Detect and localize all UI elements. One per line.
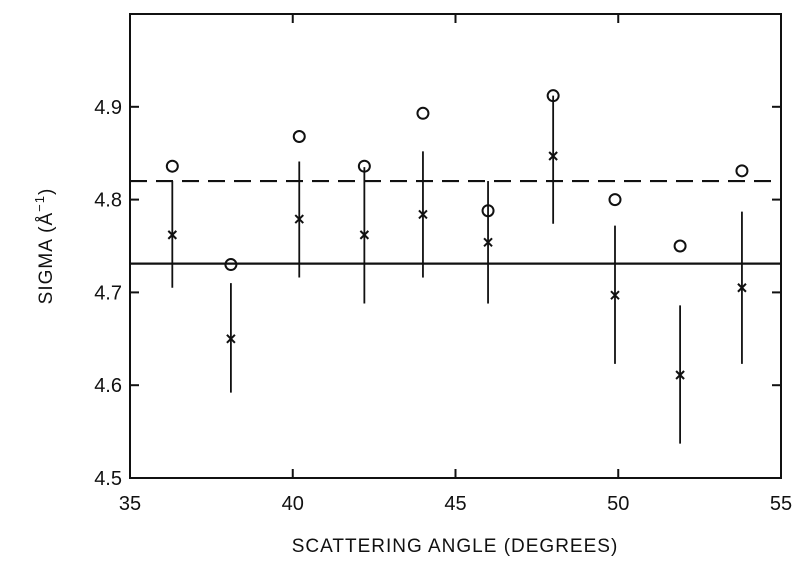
data-marks [165, 89, 749, 444]
cross-point [418, 209, 428, 220]
x-tick-label: 50 [607, 493, 629, 515]
circle-point [608, 193, 622, 207]
cross-point [294, 214, 304, 224]
circle-point [673, 239, 687, 253]
y-tick-label: 4.5 [94, 468, 122, 490]
cross-point [167, 230, 178, 240]
y-tick-label: 4.6 [94, 375, 122, 397]
circle-point [165, 159, 179, 173]
cross-point [483, 237, 493, 247]
circle-point [735, 164, 749, 178]
x-axis-title: SCATTERING ANGLE (DEGREES) [292, 536, 619, 557]
circle-point [416, 106, 430, 120]
y-axis-title: SIGMA (Å−1) [32, 188, 57, 305]
x-tick-label: 35 [119, 493, 141, 515]
cross-stroke [737, 283, 747, 293]
plot-frame [129, 13, 782, 479]
cross-point [359, 230, 370, 240]
y-tick-label: 4.7 [94, 282, 122, 304]
x-tick-label: 45 [444, 493, 466, 515]
cross-point [737, 283, 747, 293]
circle-point [224, 258, 238, 272]
cross-stroke [483, 237, 493, 247]
y-axis-title-unit: Å [36, 212, 57, 226]
y-axis-title-exponent: −1 [32, 195, 47, 212]
cross-point [675, 370, 685, 380]
axis-ticks [129, 14, 782, 479]
cross-point [226, 334, 236, 344]
cross-stroke [418, 209, 428, 220]
reference-lines [130, 179, 781, 265]
cross-point [548, 151, 558, 161]
cross-stroke [167, 230, 178, 240]
cross-stroke [675, 370, 685, 380]
cross-stroke [548, 151, 558, 161]
x-tick-label: 40 [282, 493, 304, 515]
x-tick-label: 55 [770, 493, 792, 515]
cross-stroke [359, 230, 370, 240]
y-tick-labels: 4.5 4.6 4.7 4.8 4.9 [94, 97, 122, 490]
y-axis-title-close: ) [36, 188, 57, 195]
y-tick-label: 4.9 [94, 97, 122, 119]
cross-stroke [226, 334, 236, 344]
cross-stroke [294, 214, 304, 224]
cross-stroke [610, 290, 620, 300]
circle-point [292, 129, 306, 143]
cross-point [610, 290, 620, 300]
x-tick-labels: 35 40 45 50 55 [119, 493, 792, 515]
y-tick-label: 4.8 [94, 190, 122, 212]
y-axis-title-main: SIGMA ( [36, 226, 57, 305]
